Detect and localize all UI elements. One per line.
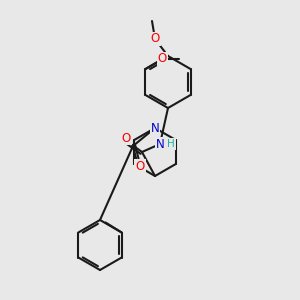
Text: O: O [135, 160, 145, 172]
Text: N: N [156, 137, 164, 151]
Text: O: O [150, 32, 160, 46]
Text: H: H [167, 139, 175, 149]
Text: O: O [158, 52, 167, 65]
Text: O: O [122, 131, 130, 145]
Text: N: N [151, 122, 159, 134]
